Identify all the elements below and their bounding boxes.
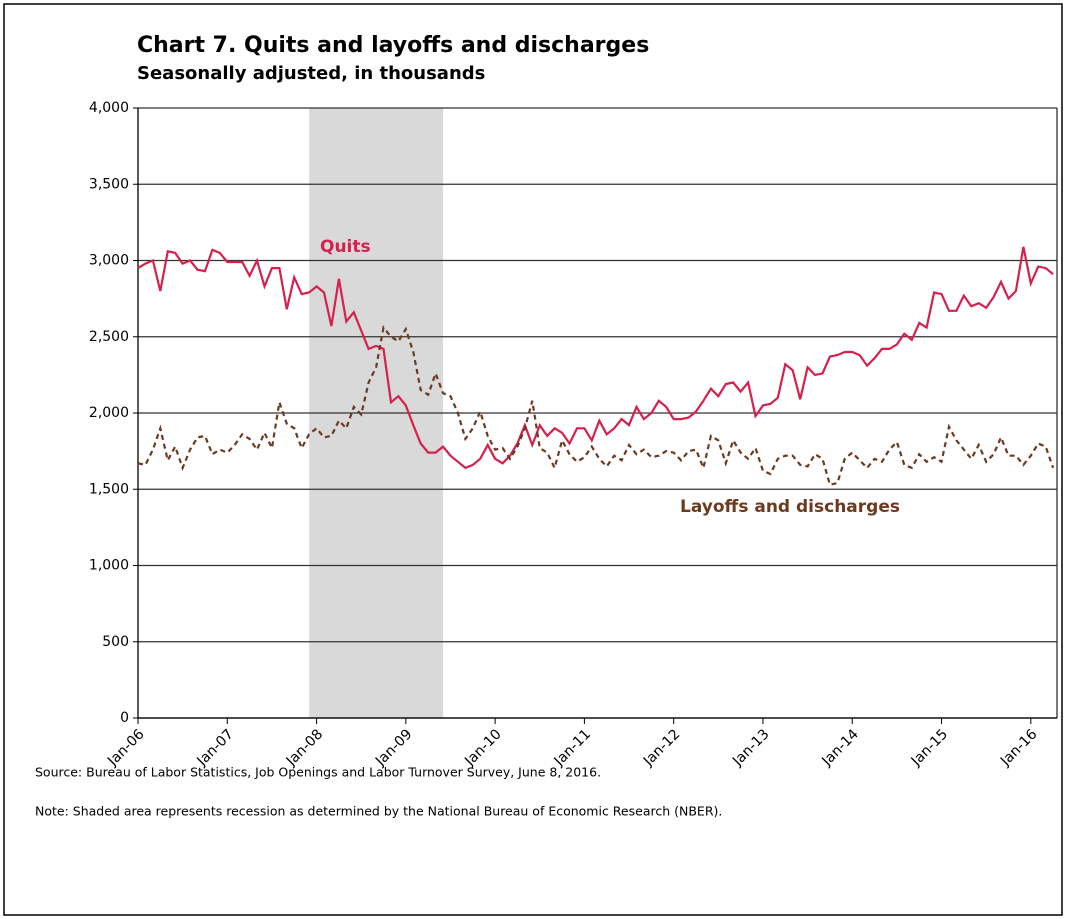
x-tick-label: Jan-11	[551, 726, 594, 769]
series-line	[137, 325, 1055, 486]
y-tick-label: 2,000	[89, 405, 129, 421]
x-tick-label: Jan-14	[818, 726, 862, 770]
y-tick-label: 0	[120, 710, 129, 726]
y-tick-label: 4,000	[89, 100, 129, 116]
x-tick-label: Jan-08	[283, 726, 326, 769]
series-label: Quits	[320, 237, 371, 257]
x-tick-label: Jan-07	[193, 726, 236, 769]
y-tick-label: 2,500	[89, 329, 129, 345]
x-tick-label: Jan-06	[104, 726, 148, 770]
chart-title: Chart 7. Quits and layoffs and discharge…	[137, 33, 649, 58]
y-tick-label: 3,500	[89, 176, 129, 192]
x-tick-label: Jan-10	[461, 726, 504, 769]
series-label: Layoffs and discharges	[680, 497, 900, 517]
footnote: Note: Shaded area represents recession a…	[35, 804, 722, 819]
chart-subtitle: Seasonally adjusted, in thousands	[137, 63, 485, 84]
source-note: Source: Bureau of Labor Statistics, Job …	[35, 765, 601, 780]
y-tick-label: 3,000	[89, 253, 129, 269]
y-tick-label: 1,000	[89, 558, 129, 574]
x-tick-label: Jan-16	[997, 726, 1041, 770]
series-line	[137, 246, 1054, 470]
y-tick-label: 500	[102, 634, 129, 650]
x-tick-label: Jan-12	[640, 726, 683, 769]
y-tick-label: 1,500	[89, 481, 129, 497]
x-tick-label: Jan-13	[729, 726, 772, 769]
x-tick-label: Jan-09	[372, 726, 415, 769]
frame	[3, 3, 1063, 916]
x-tick-label: Jan-15	[908, 726, 951, 769]
